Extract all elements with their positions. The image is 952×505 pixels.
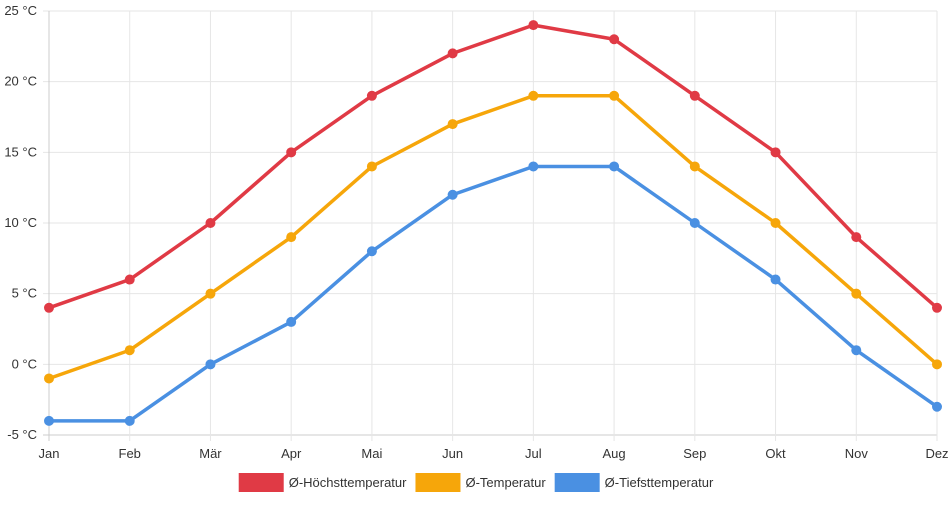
data-point-series-3[interactable] (44, 415, 54, 426)
data-point-series-3[interactable] (851, 345, 862, 356)
y-tick-label: 15 °C (4, 144, 37, 159)
x-tick-label: Jul (525, 446, 542, 461)
axis-layer: -5 °C 0 °C 5 °C 10 °C 15 °C 20 °C 25 °C Jan Feb M… (4, 3, 948, 461)
data-point-series-2[interactable] (770, 218, 781, 228)
series-line-1 (47, 23, 939, 310)
legend-item-3[interactable]: Ø-Tiefsttemperatur (554, 473, 714, 492)
legend-label: Ø-Temperatur (465, 475, 546, 490)
data-point-series-3[interactable] (366, 246, 377, 257)
series-line-3 (47, 164, 939, 423)
data-point-series-2[interactable] (447, 119, 458, 130)
x-tick-label: Apr (281, 446, 302, 461)
data-point-series-1[interactable] (366, 90, 377, 101)
legend-label: Ø-Höchsttemperatur (289, 475, 407, 490)
data-point-series-1[interactable] (44, 302, 54, 313)
data-point-series-3[interactable] (689, 218, 700, 228)
data-point-series-2[interactable] (286, 232, 297, 243)
grid-layer (43, 10, 938, 441)
data-point-series-2[interactable] (44, 373, 54, 384)
data-point-series-2[interactable] (932, 359, 942, 370)
data-point-series-1[interactable] (124, 274, 135, 285)
data-point-series-3[interactable] (286, 316, 297, 327)
data-point-series-3[interactable] (528, 161, 539, 172)
data-point-series-2[interactable] (205, 288, 216, 299)
data-point-series-3[interactable] (447, 189, 458, 200)
x-tick-label: Okt (765, 446, 786, 461)
series-layer (44, 20, 942, 426)
data-point-series-1[interactable] (770, 147, 781, 158)
data-point-series-2[interactable] (124, 345, 135, 356)
data-point-series-1[interactable] (689, 90, 700, 101)
data-point-series-3[interactable] (932, 401, 942, 412)
data-point-series-2[interactable] (689, 161, 700, 172)
data-point-series-3[interactable] (770, 274, 781, 285)
y-tick-label: 10 °C (4, 215, 37, 230)
x-tick-label: Aug (603, 446, 626, 461)
data-point-series-1[interactable] (205, 218, 216, 228)
data-point-series-1[interactable] (851, 232, 862, 243)
data-point-series-1[interactable] (447, 48, 458, 59)
legend-item-1[interactable]: Ø-Höchsttemperatur (238, 473, 407, 492)
y-tick-label: -5 °C (7, 427, 37, 442)
data-point-series-2[interactable] (851, 288, 862, 299)
legend-label: Ø-Tiefsttemperatur (605, 475, 714, 490)
data-point-series-3[interactable] (609, 161, 620, 172)
data-point-series-3[interactable] (124, 415, 135, 426)
x-tick-label: Sep (683, 446, 706, 461)
data-point-series-1[interactable] (286, 147, 297, 158)
legend-item-2[interactable]: Ø-Temperatur (415, 473, 546, 492)
legend: Ø-Höchsttemperatur Ø-Temperatur Ø-Tiefstte… (238, 473, 714, 492)
x-tick-label: Nov (845, 446, 869, 461)
x-tick-label: Jun (442, 446, 463, 461)
x-tick-label: Feb (119, 446, 141, 461)
y-tick-label: 20 °C (4, 74, 37, 89)
x-tick-label: Mär (199, 446, 222, 461)
y-tick-label: 5 °C (12, 286, 37, 301)
legend-swatch (554, 473, 600, 492)
x-tick-label: Mai (361, 446, 382, 461)
series-line-2 (47, 94, 939, 381)
data-point-series-2[interactable] (366, 161, 377, 172)
x-tick-label: Dez (925, 446, 948, 461)
y-tick-label: 0 °C (12, 356, 37, 371)
legend-swatch (238, 473, 284, 492)
data-point-series-1[interactable] (932, 302, 942, 313)
data-point-series-2[interactable] (609, 90, 620, 101)
data-point-series-3[interactable] (205, 359, 216, 370)
data-point-series-1[interactable] (528, 20, 539, 31)
y-tick-label: 25 °C (4, 3, 37, 18)
data-point-series-1[interactable] (609, 34, 620, 45)
legend-swatch (415, 473, 461, 492)
data-point-series-2[interactable] (528, 90, 539, 101)
x-tick-label: Jan (39, 446, 60, 461)
